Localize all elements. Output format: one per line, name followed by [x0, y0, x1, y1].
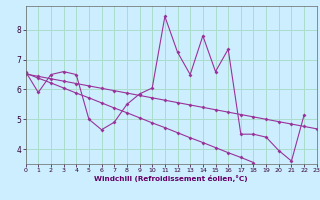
- X-axis label: Windchill (Refroidissement éolien,°C): Windchill (Refroidissement éolien,°C): [94, 175, 248, 182]
